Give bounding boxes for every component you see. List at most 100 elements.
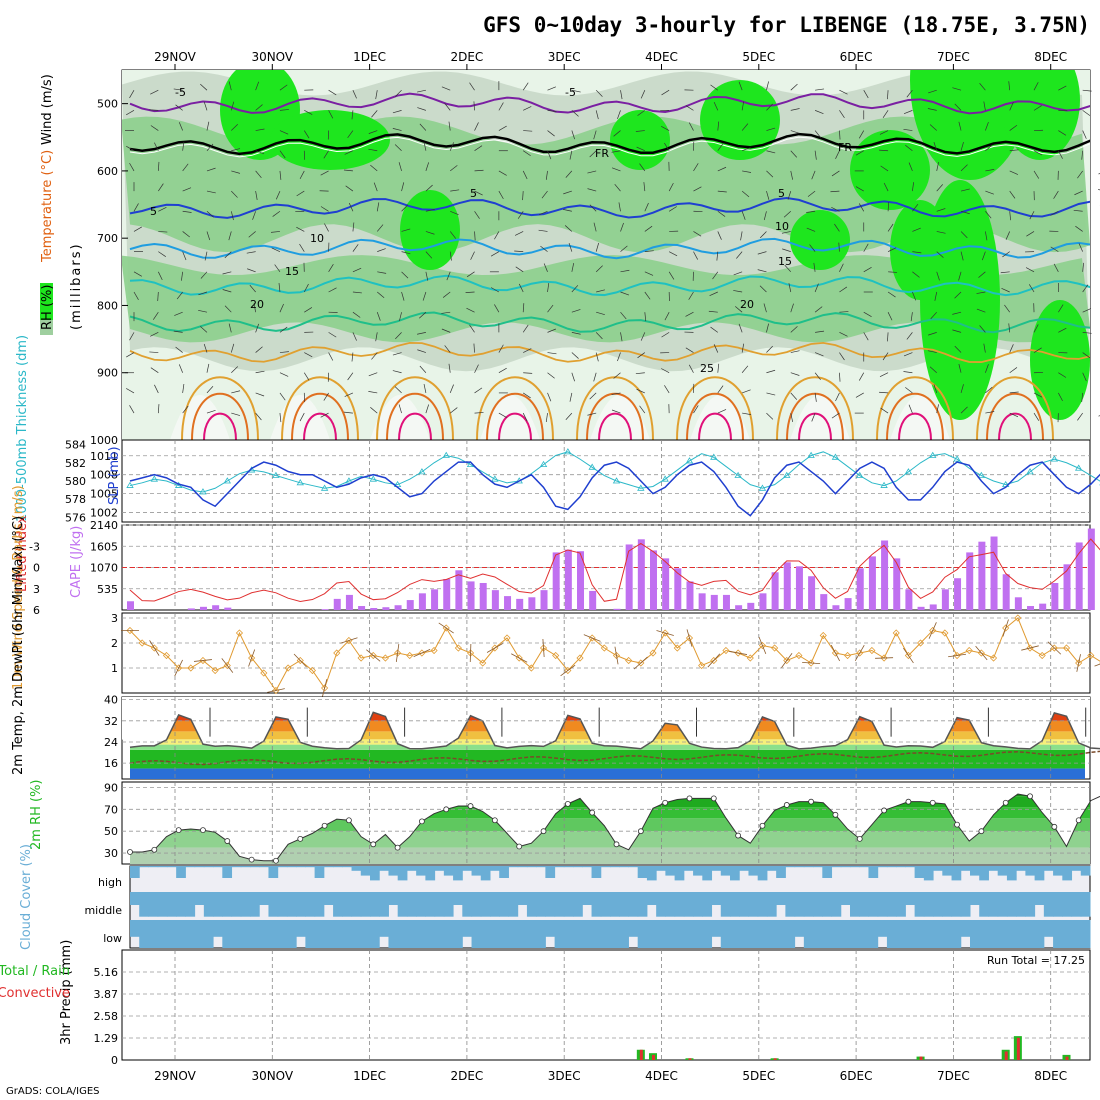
- date-label-bottom: 29NOV: [154, 1069, 196, 1083]
- cloud-low-cell: [850, 920, 860, 948]
- cloud-mid-cell: [157, 892, 168, 917]
- cloud-high-cell: [268, 866, 279, 878]
- cloud-mid-cell: [646, 892, 657, 905]
- wind-barb: [1033, 324, 1039, 333]
- wind-barb: [231, 412, 241, 416]
- wind-barb: [129, 162, 135, 172]
- cloud-mid-cell: [490, 892, 500, 917]
- wind-barb: [279, 150, 286, 159]
- rh-2m-point: [224, 838, 231, 844]
- wind-barb: [377, 248, 386, 252]
- cloud-mid-cell: [453, 892, 463, 905]
- cape-bar: [504, 596, 512, 610]
- cloud-high-cell: [462, 866, 473, 871]
- rh-2m-point: [394, 844, 401, 851]
- wind-barb: [635, 372, 645, 375]
- cloud-mid-cell: [379, 892, 389, 917]
- wind-barb-10m: [1021, 645, 1039, 651]
- cloud-high-cell: [536, 866, 546, 868]
- cloud-high-cell: [693, 866, 703, 876]
- wind-barb: [759, 285, 767, 293]
- rh2m-axis-label: 2m RH (%): [29, 779, 44, 850]
- cloud-low-cell: [600, 920, 611, 948]
- cloud-mid-cell: [896, 892, 906, 917]
- wind-barb: [377, 271, 387, 274]
- wind-barb: [395, 332, 402, 340]
- cloud-low-cell: [1016, 920, 1026, 948]
- wind-barb: [198, 309, 208, 313]
- wind-barb: [571, 332, 581, 335]
- cloud-high-cell: [970, 866, 980, 876]
- cape-bar: [637, 539, 645, 610]
- rh-2m-point: [516, 843, 523, 850]
- wind-barb: [811, 412, 816, 422]
- wind-barb: [1082, 262, 1084, 272]
- isotherm-10: [129, 237, 1090, 260]
- wind-barb: [323, 392, 329, 401]
- cloud-mid-cell: [683, 892, 694, 917]
- wind-barb: [936, 271, 940, 281]
- wind-barb: [442, 291, 451, 298]
- thickness-point: [345, 477, 353, 484]
- wind-barb: [133, 271, 142, 277]
- wind-barb: [328, 89, 337, 96]
- wind-speed-point: [187, 664, 195, 672]
- cloud-mid-cell: [305, 892, 316, 917]
- cloud-high-cell: [619, 866, 629, 868]
- cloud-high-cell: [360, 866, 371, 876]
- wind-barb: [376, 312, 381, 321]
- wind-barb: [933, 384, 938, 394]
- cloud-high-cell: [508, 866, 519, 868]
- wind-barb: [882, 110, 889, 119]
- cloud-mid-cell: [711, 892, 722, 905]
- cloud-mid-cell: [333, 892, 343, 917]
- cloud-low-cell: [739, 920, 749, 948]
- wind-barb: [368, 148, 378, 152]
- wind-barb: [375, 332, 378, 342]
- cloud-layer-label: middle: [84, 904, 122, 917]
- isotherm-label: 5: [470, 187, 477, 200]
- wind-barb: [498, 170, 507, 176]
- wind-barb: [742, 389, 751, 394]
- wind-speed-point: [844, 651, 852, 660]
- thickness-point: [1074, 464, 1083, 471]
- isotherm-label: 20: [250, 298, 264, 311]
- wind-speed-point: [892, 629, 900, 637]
- wind-speed-point: [795, 651, 803, 660]
- cloud-low-cell: [1062, 920, 1073, 948]
- cloud-low-cell: [526, 920, 537, 948]
- cloud-mid-cell: [970, 892, 980, 905]
- surface-isotherm: [303, 412, 337, 440]
- wind-barb: [398, 162, 402, 172]
- cape-bar: [820, 594, 828, 610]
- wind-barb: [839, 311, 849, 313]
- wind-barb: [571, 130, 575, 140]
- thickness-point: [783, 471, 791, 478]
- wind-barb: [543, 263, 548, 272]
- cloud-mid-cell: [960, 892, 971, 917]
- top-date-axis: 29NOV 30NOV 1DEC 2DEC 3DEC 4DEC 5DEC 6DEC 7DEC 8D…: [154, 50, 1067, 70]
- thickness-point: [272, 471, 280, 478]
- precip-convective-bar: [688, 1058, 692, 1060]
- wind-barb: [517, 211, 524, 219]
- wind-speed-point: [600, 644, 608, 652]
- wind-barb: [839, 352, 845, 361]
- wind-barb: [498, 102, 504, 111]
- wind-barb: [230, 101, 235, 111]
- rh-2m-point: [1075, 817, 1082, 824]
- wind-barb: [887, 202, 890, 212]
- cloud-high-cell: [443, 866, 454, 876]
- slp-frame: [121, 439, 1091, 523]
- wind-barb: [1000, 271, 1010, 274]
- wind-barb: [830, 190, 840, 193]
- thickness-point: [710, 453, 718, 460]
- wind-barb: [275, 190, 281, 200]
- cloud-low-cell: [933, 920, 943, 948]
- wind-barb: [538, 229, 548, 232]
- temp-axis-label: 2m Temp, 2m DewPt (6hr Min/Max) (°C): [11, 516, 26, 775]
- wind-barb: [392, 128, 402, 131]
- wind-barb: [328, 332, 337, 338]
- wind-barb: [618, 202, 621, 212]
- wind-barb: [498, 125, 507, 131]
